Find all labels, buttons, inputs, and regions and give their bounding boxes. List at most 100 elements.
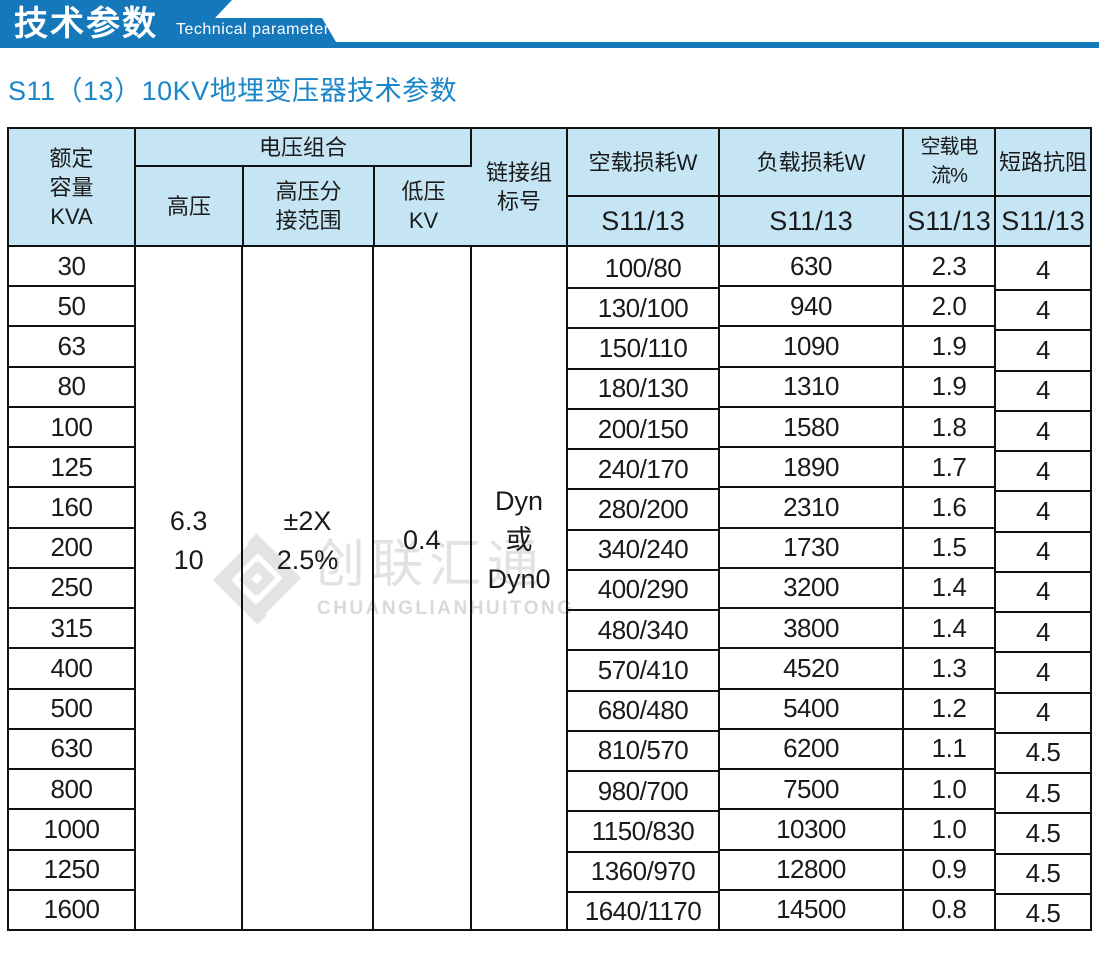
table-cell: 1.7 xyxy=(904,448,994,489)
table-cell: 3200 xyxy=(720,569,902,610)
table-cell: 4.5 xyxy=(996,855,1090,895)
table-cell: 12800 xyxy=(720,851,902,891)
table-cell: 200 xyxy=(9,529,134,569)
table-cell: 4 xyxy=(996,533,1090,573)
table-cell: 4 xyxy=(996,412,1090,453)
subheader-model-impedance: S11/13 xyxy=(996,197,1090,247)
table-cell: 160 xyxy=(9,488,134,529)
table-cell: 1.2 xyxy=(904,690,994,730)
table-cell: 4 xyxy=(996,613,1090,654)
table-cell: 2.3 xyxy=(904,247,994,288)
table-cell: 1000 xyxy=(9,810,134,851)
table-cell: 1150/830 xyxy=(568,812,718,853)
column-no-load-current: 空载电流% S11/13 2.3 2.0 1.9 1.9 1.8 1.7 1.6 1.5 1.4… xyxy=(904,129,996,929)
subheader-model-no-load-current: S11/13 xyxy=(904,197,994,247)
table-cell: 1250 xyxy=(9,851,134,891)
no-load-current-values-column: 2.3 2.0 1.9 1.9 1.8 1.7 1.6 1.5 1.4 1.4 1.3 1.2 1.1 1… xyxy=(904,247,994,929)
header-lv: 低压 KV xyxy=(373,167,472,247)
table-cell: 100 xyxy=(9,408,134,449)
table-grid: 额定 容量 KVA 30 50 63 80 100 125 160 200 250 315 400 5… xyxy=(9,129,1090,929)
load-loss-values-column: 630 940 1090 1310 1580 1890 2310 1730 3200 3800 45… xyxy=(720,247,902,929)
table-cell: 1360/970 xyxy=(568,853,718,893)
table-cell: 4 xyxy=(996,291,1090,332)
header-hv: 高压 xyxy=(136,167,242,247)
banner-shape xyxy=(0,0,1099,48)
table-cell: 680/480 xyxy=(568,692,718,732)
table-cell: 250 xyxy=(9,569,134,610)
header-load-loss: 负载损耗W xyxy=(720,129,902,197)
table-cell: 570/410 xyxy=(568,651,718,692)
table-cell: 1640/1170 xyxy=(584,896,702,927)
header-capacity: 额定 容量 KVA xyxy=(9,129,134,247)
table-cell: 940 xyxy=(720,287,902,328)
table-cell: 4520 xyxy=(720,649,902,690)
table-cell: 150/110 xyxy=(568,329,718,370)
merged-hv-value: 6.3 10 xyxy=(169,505,208,575)
table-cell: 4 xyxy=(996,694,1090,734)
merged-hv-tap-value: ±2X 2.5% xyxy=(241,247,371,929)
column-voltage-combination: 电压组合 高压 高压分 接范围 低压 KV 6.3 10 ±2X 2.5% 0.… xyxy=(136,129,472,929)
table-cell: 63 xyxy=(9,327,134,368)
table-cell: 1.0 xyxy=(904,770,994,811)
table-cell: 1580 xyxy=(720,408,902,449)
table-cell: 1730 xyxy=(720,529,902,569)
table-cell: 50 xyxy=(9,287,134,328)
table-cell: 6200 xyxy=(720,730,902,771)
watermark: 创联汇通 CHUANGLIANHUITONG xyxy=(209,529,579,633)
table-cell: 4.5 xyxy=(996,774,1090,815)
table-cell: 130/100 xyxy=(568,289,718,330)
table-cell: 1.0 xyxy=(904,810,994,851)
table-cell: 1890 xyxy=(720,448,902,489)
merged-vector-value: Dyn 或 Dyn0 xyxy=(487,486,551,594)
table-cell: 0.8 xyxy=(931,894,967,925)
table-cell: 100/80 xyxy=(568,249,718,290)
no-load-loss-values-column: 100/80 130/100 150/110 180/130 200/150 240/17… xyxy=(568,249,718,929)
table-cell: 4 xyxy=(996,492,1090,533)
table-cell: 315 xyxy=(9,609,134,650)
table-cell: 4 xyxy=(996,372,1090,412)
column-capacity: 额定 容量 KVA 30 50 63 80 100 125 160 200 250 315 400 5… xyxy=(9,129,136,929)
table-cell: 980/700 xyxy=(568,772,718,813)
header-hv-tap-range: 高压分 接范围 xyxy=(242,167,373,247)
table-cell: 30 xyxy=(9,247,134,288)
table-cell: 4 xyxy=(996,331,1090,372)
header-no-load-current: 空载电流% xyxy=(904,129,994,197)
table-cell: 4.5 xyxy=(996,814,1090,855)
table-cell: 1090 xyxy=(720,327,902,368)
table-cell: 4 xyxy=(996,573,1090,614)
table-cell: 2.0 xyxy=(904,287,994,328)
table-cell: 200/150 xyxy=(568,410,718,451)
table-cell: 7500 xyxy=(720,770,902,811)
table-cell: 1.4 xyxy=(904,569,994,610)
column-load-loss: 负载损耗W S11/13 630 940 1090 1310 1580 1890 2310 1… xyxy=(720,129,904,929)
voltage-merged-cells: 6.3 10 ±2X 2.5% 0.4 xyxy=(136,247,470,929)
table-cell: 500 xyxy=(9,690,134,730)
table-cell: 4.5 xyxy=(1025,898,1061,929)
column-impedance: 短路抗阻 S11/13 4 4 4 4 4 4 4 4 4 4 4 4 4.5 4.5 4.5 4.5 4.5 xyxy=(996,129,1090,929)
table-cell: 180/130 xyxy=(568,370,718,410)
table-cell: 5400 xyxy=(720,690,902,730)
subheader-model-no-load-loss: S11/13 xyxy=(568,197,718,247)
section-banner: 技术参数 Technical parameter xyxy=(0,0,1099,48)
table-cell: 2310 xyxy=(720,488,902,529)
table-cell: 1.3 xyxy=(904,649,994,690)
table-cell: 480/340 xyxy=(568,611,718,652)
table-cell: 1.6 xyxy=(904,488,994,529)
table-cell: 280/200 xyxy=(568,490,718,531)
table-cell: 1.1 xyxy=(904,730,994,771)
header-no-load-loss: 空载损耗W xyxy=(568,129,718,197)
table-cell: 340/240 xyxy=(568,531,718,571)
table-cell: 3800 xyxy=(720,609,902,650)
table-cell: 4 xyxy=(996,452,1090,493)
banner-subtitle: Technical parameter xyxy=(176,21,330,38)
table-cell: 400 xyxy=(9,649,134,690)
table-cell: 0.9 xyxy=(904,851,994,891)
table-cell: 400/290 xyxy=(568,571,718,612)
table-cell: 1310 xyxy=(720,368,902,408)
header-voltage-group: 电压组合 xyxy=(136,129,470,167)
table-cell: 4 xyxy=(996,251,1090,292)
table-cell: 4.5 xyxy=(996,734,1090,775)
capacity-values-column: 30 50 63 80 100 125 160 200 250 315 400 500 630 800 10… xyxy=(9,247,134,929)
column-vector-group: 链接组 标号 Dyn 或 Dyn0 xyxy=(472,129,568,929)
merged-lv-value: 0.4 xyxy=(371,247,470,929)
